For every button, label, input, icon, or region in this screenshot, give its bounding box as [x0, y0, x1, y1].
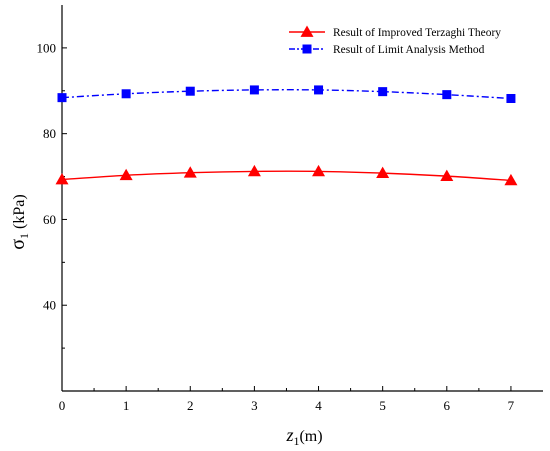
x-tick-label: 1: [123, 398, 130, 413]
x-tick-label: 0: [59, 398, 66, 413]
data-point: [376, 166, 390, 178]
axis-titles: z1(m)σ1 (kPa): [7, 194, 323, 448]
data-point: [504, 173, 518, 186]
x-axis-unit: (m): [299, 428, 322, 445]
y-axis-subscript: 1: [17, 233, 31, 239]
y-tick-label: 80: [43, 126, 56, 141]
data-point: [440, 169, 454, 182]
x-tick-label: 6: [444, 398, 451, 413]
data-point: [312, 164, 326, 177]
series-line: [61, 89, 511, 100]
data-point: [119, 168, 133, 181]
data-point: [247, 164, 261, 177]
series-layer: [55, 85, 518, 186]
data-point: [249, 85, 259, 95]
data-point: [185, 86, 195, 96]
legend-label: Result of Limit Analysis Method: [333, 44, 485, 56]
x-tick-label: 5: [379, 398, 386, 413]
x-axis-symbol: z: [285, 425, 293, 445]
data-point: [506, 93, 516, 103]
x-tick-label: 3: [251, 398, 258, 413]
x-tick-label: 7: [508, 398, 515, 413]
data-point: [314, 85, 324, 95]
data-point: [378, 87, 388, 97]
x-axis-subscript: 1: [293, 434, 299, 448]
x-tick-label: 4: [315, 398, 322, 413]
y-tick-label: 40: [43, 298, 56, 313]
legend-label: Result of Improved Terzaghi Theory: [333, 27, 501, 39]
x-axis-title: z1(m): [285, 425, 322, 448]
legend-triangle-icon: [300, 25, 314, 37]
legend-square-icon: [302, 44, 312, 54]
legend: Result of Improved Terzaghi Theory Result…: [289, 25, 501, 56]
y-tick-label: 100: [37, 40, 57, 55]
data-point: [55, 173, 69, 185]
series-0: [55, 164, 518, 186]
x-tick-label: 2: [187, 398, 194, 413]
data-point: [121, 89, 131, 99]
data-point: [57, 93, 67, 103]
series-1: [57, 85, 516, 103]
y-tick-label: 60: [43, 212, 56, 227]
data-point: [183, 166, 197, 178]
y-axis-unit: (kPa): [11, 194, 28, 233]
y-axis-title: σ1 (kPa): [7, 194, 31, 249]
y-axis-symbol: σ: [7, 239, 29, 250]
axes: 0 1 2 3 4 5 6 7 40 60 80 100: [37, 5, 543, 413]
series-line: [61, 170, 511, 182]
data-point: [442, 90, 452, 100]
